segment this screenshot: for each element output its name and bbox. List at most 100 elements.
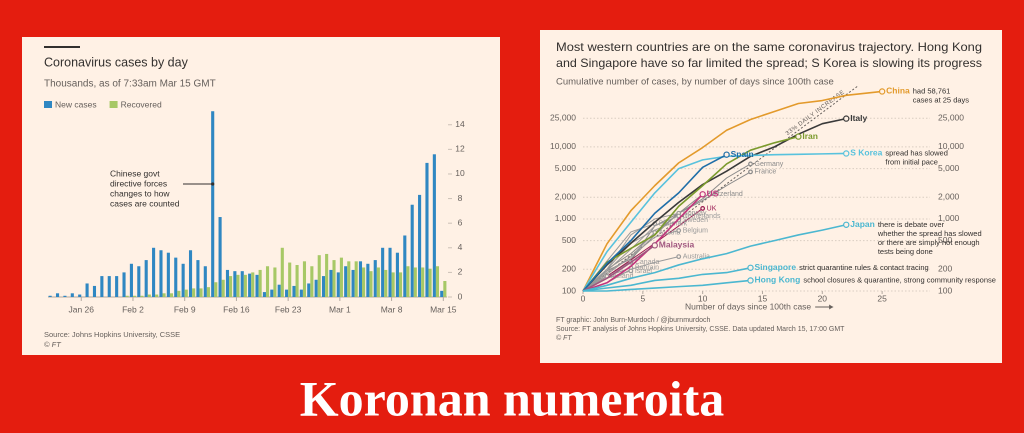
series-end xyxy=(747,277,754,284)
bar xyxy=(196,260,200,297)
bar xyxy=(147,294,151,297)
source: Source: Johns Hopkins University, CSSE xyxy=(44,330,180,339)
legend-swatch xyxy=(109,101,118,108)
bar xyxy=(152,247,156,297)
credit: © FT xyxy=(556,334,572,342)
bar xyxy=(188,250,193,297)
x-tick-label: Feb 9 xyxy=(174,304,196,314)
series-end xyxy=(843,150,850,157)
bar xyxy=(218,217,222,297)
series-label: China xyxy=(886,86,910,96)
bar xyxy=(376,267,380,297)
bar xyxy=(280,247,284,297)
bar xyxy=(418,194,422,297)
series-label: Spain xyxy=(731,149,754,159)
y-tick-label-right: 200 xyxy=(938,264,952,274)
bar xyxy=(140,295,144,297)
chart-subtitle: Cumulative number of cases, by number of… xyxy=(556,77,834,88)
series-line xyxy=(582,223,847,292)
bar xyxy=(398,272,403,297)
x-tick-label: Mar 8 xyxy=(381,304,403,314)
annotation: changes to how xyxy=(110,188,170,198)
annotation: cases are counted xyxy=(110,198,180,208)
bar xyxy=(144,260,148,297)
bar xyxy=(159,250,163,297)
series-note: whether the spread has slowed xyxy=(877,229,982,238)
chart-title: and Singapore have so far limited the sp… xyxy=(556,56,982,70)
bar xyxy=(265,266,270,297)
bar xyxy=(440,290,444,297)
legend-label: Recovered xyxy=(121,99,162,109)
bar xyxy=(115,276,119,297)
series-end xyxy=(748,161,753,167)
y-tick-label: 12 xyxy=(455,144,465,154)
x-tick-label: Feb 2 xyxy=(122,304,144,314)
y-tick-label: 2,000 xyxy=(555,192,577,202)
x-tick-label: Jan 26 xyxy=(68,304,94,314)
y-tick-label-right: 100 xyxy=(938,285,952,295)
series-label: US xyxy=(707,189,719,199)
bar xyxy=(443,281,447,297)
y-tick-label: 5,000 xyxy=(555,163,577,173)
series-end xyxy=(676,254,682,260)
bar xyxy=(362,267,366,297)
x-tick-label: Mar 15 xyxy=(430,304,457,314)
y-tick-label-right: 2,000 xyxy=(938,192,960,202)
series-end xyxy=(878,88,886,95)
annotation: Chinese govt xyxy=(110,168,160,178)
bar xyxy=(248,273,252,297)
series-label: Israel xyxy=(635,268,653,275)
y-tick-label: 1,000 xyxy=(555,213,577,223)
series-end xyxy=(700,206,706,211)
bar xyxy=(270,289,274,297)
series-end xyxy=(843,221,850,228)
x-tick-label: 5 xyxy=(640,293,645,303)
y-tick-label-right: 5,000 xyxy=(938,163,960,173)
bar xyxy=(332,260,336,297)
bar xyxy=(162,293,166,297)
bar xyxy=(369,271,373,297)
bar xyxy=(406,266,410,297)
series-line xyxy=(582,152,847,292)
series-note: from initial pace xyxy=(885,157,938,166)
source: FT graphic: John Burn-Murdoch / @jburnmu… xyxy=(556,317,711,324)
y-tick-label: 100 xyxy=(562,285,576,295)
bar xyxy=(373,260,377,297)
bar xyxy=(107,276,111,297)
bar xyxy=(63,295,67,297)
bar xyxy=(421,267,425,297)
bar xyxy=(317,255,321,297)
bar xyxy=(214,282,218,297)
bar xyxy=(255,274,259,297)
series-line xyxy=(582,135,799,292)
bar xyxy=(310,266,314,297)
bar xyxy=(435,266,440,297)
bar xyxy=(292,285,296,297)
y-tick-label: 0 xyxy=(458,291,463,301)
series-end xyxy=(843,115,850,122)
x-axis-label: Number of days since 100th case xyxy=(685,301,811,311)
chart-title: Most western countries are on the same c… xyxy=(556,40,982,54)
annotation: directive forces xyxy=(110,178,167,188)
x-tick-label: Feb 23 xyxy=(275,304,302,314)
bar xyxy=(203,266,207,297)
source: Source: FT analysis of Johns Hopkins Uni… xyxy=(556,326,845,333)
bar xyxy=(299,289,303,297)
bar xyxy=(155,294,159,297)
bar xyxy=(206,287,210,297)
bar xyxy=(122,272,126,297)
series-label: Netherlands xyxy=(683,213,721,220)
x-tick-label: Mar 1 xyxy=(329,304,351,314)
bar xyxy=(307,283,311,297)
bar xyxy=(70,293,74,297)
bar xyxy=(174,257,178,297)
bar xyxy=(329,269,333,297)
series-end xyxy=(676,228,682,233)
bar xyxy=(413,267,417,297)
x-axis-arrowhead xyxy=(829,304,834,310)
series-end xyxy=(628,268,634,274)
series-label: France xyxy=(755,169,777,176)
card-right xyxy=(540,30,1002,363)
bar xyxy=(351,269,355,297)
y-tick-label: 14 xyxy=(455,119,465,129)
